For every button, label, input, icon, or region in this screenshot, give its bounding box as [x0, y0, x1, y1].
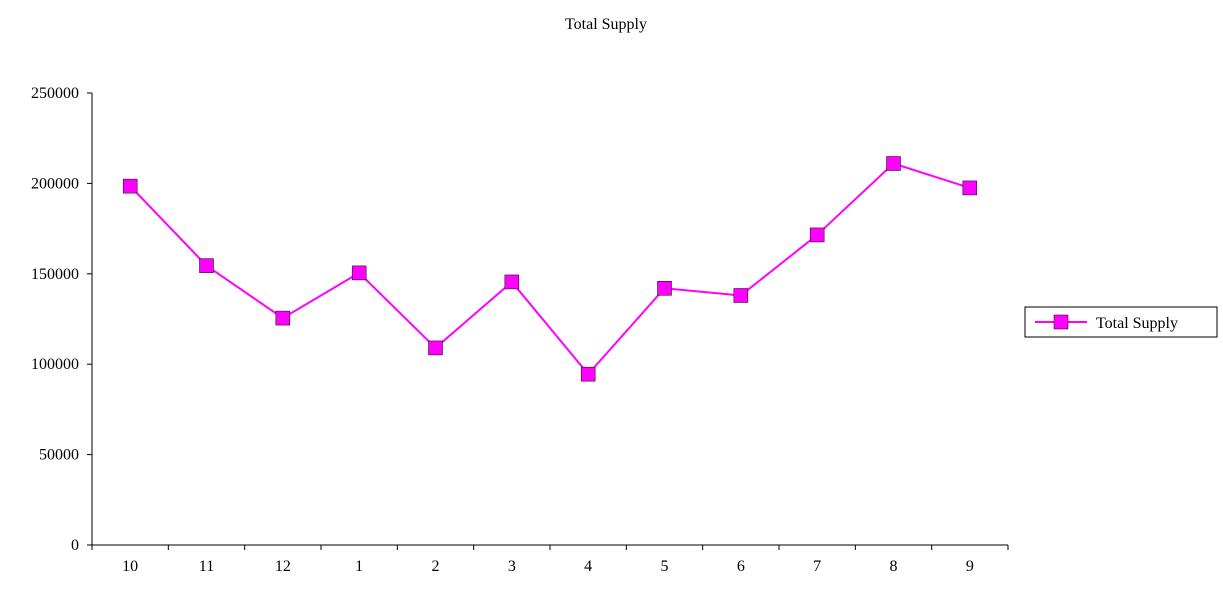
y-tick-label: 100000 — [31, 356, 79, 373]
y-tick-label: 250000 — [31, 85, 79, 102]
data-point — [351, 265, 367, 281]
x-tick-label: 6 — [737, 558, 745, 575]
x-tick-label: 10 — [122, 558, 138, 575]
x-tick-label: 5 — [661, 558, 669, 575]
x-tick-label: 11 — [199, 558, 214, 575]
y-tick-label: 0 — [71, 537, 79, 554]
x-tick-label: 1 — [355, 558, 363, 575]
data-point — [580, 366, 596, 382]
data-point — [122, 178, 138, 194]
x-tick-label: 8 — [890, 558, 898, 575]
y-tick-label: 150000 — [31, 266, 79, 283]
data-point — [733, 288, 749, 303]
data-point — [504, 274, 520, 290]
data-point — [962, 180, 978, 196]
x-tick-label: 7 — [813, 558, 821, 575]
x-tick-label: 12 — [275, 558, 291, 575]
data-point — [809, 227, 825, 243]
data-point — [657, 281, 672, 296]
chart-title: Total Supply — [565, 16, 647, 33]
x-tick-label: 4 — [584, 558, 592, 575]
series-layer — [122, 156, 978, 382]
series-line — [129, 162, 971, 376]
x-tick-label: 2 — [432, 558, 440, 575]
data-point — [199, 258, 214, 273]
data-point — [275, 310, 291, 326]
data-point — [428, 340, 443, 356]
legend-label: Total Supply — [1096, 315, 1178, 332]
legend: Total Supply — [1024, 306, 1218, 338]
y-tick-label: 50000 — [39, 447, 79, 464]
x-tick-label: 3 — [508, 558, 516, 575]
legend-marker — [1053, 314, 1069, 330]
y-tick-label: 200000 — [31, 175, 79, 192]
data-point — [886, 156, 901, 171]
x-tick-label: 9 — [966, 558, 974, 575]
